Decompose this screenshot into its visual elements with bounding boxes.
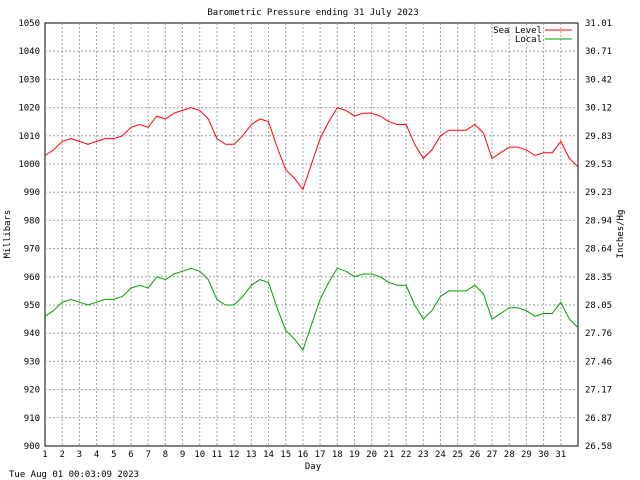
x-tick-label: 2: [59, 450, 64, 460]
x-tick-label: 16: [297, 450, 308, 460]
y2-tick-label: 26.58: [585, 442, 612, 452]
y2-tick-label: 29.83: [585, 132, 612, 142]
y-tick-label: 1040: [18, 47, 40, 57]
x-tick-label: 27: [487, 450, 498, 460]
y2-axis-label: Inches/Hg: [616, 210, 626, 259]
x-tick-label: 24: [435, 450, 446, 460]
x-tick-label: 13: [246, 450, 257, 460]
x-tick-label: 23: [418, 450, 429, 460]
x-tick-label: 30: [538, 450, 549, 460]
y-tick-label: 990: [24, 188, 40, 198]
plot-frame: [44, 22, 579, 447]
y-axis-label: Millibars: [3, 210, 13, 259]
x-tick-label: 4: [94, 450, 99, 460]
y2-tick-label: 27.46: [585, 357, 612, 367]
x-tick-label: 14: [263, 450, 274, 460]
x-tick-label: 3: [77, 450, 82, 460]
x-tick-label: 10: [194, 450, 205, 460]
y2-tick-label: 26.87: [585, 414, 612, 424]
y-tick-label: 970: [24, 245, 40, 255]
x-tick-label: 19: [349, 450, 360, 460]
y2-tick-label: 30.12: [585, 104, 612, 114]
y-tick-label: 900: [24, 442, 40, 452]
y2-tick-label: 29.53: [585, 160, 612, 170]
x-tick-label: 18: [332, 450, 343, 460]
y-tick-label: 910: [24, 414, 40, 424]
y-tick-label: 1020: [18, 104, 40, 114]
y-tick-label: 960: [24, 273, 40, 283]
x-tick-label: 6: [128, 450, 133, 460]
y2-tick-label: 27.76: [585, 329, 612, 339]
chart-title: Barometric Pressure ending 31 July 2023: [207, 8, 418, 18]
y-tick-label: 1050: [18, 19, 40, 29]
y-tick-label: 1000: [18, 160, 40, 170]
x-tick-label: 17: [315, 450, 326, 460]
y-tick-label: 930: [24, 357, 40, 367]
y-tick-labels: 1050 1040 1030 1020 1010 1000 990 980 970 960 950 9…: [18, 19, 40, 452]
x-tick-labels: 1 2 3 4 5 6 7 8 9 10 11 12 13 14 15 16 17 18 19 20 21 22 23 24 2…: [42, 450, 566, 460]
x-tick-label: 31: [555, 450, 566, 460]
legend-label: Sea Level: [493, 26, 542, 36]
grid-layer: [45, 23, 578, 446]
y2-tick-label: 28.05: [585, 301, 612, 311]
y-tick-label: 940: [24, 329, 40, 339]
x-tick-label: 22: [401, 450, 412, 460]
x-tick-label: 25: [452, 450, 463, 460]
x-tick-label: 28: [504, 450, 515, 460]
y2-tick-label: 30.42: [585, 75, 612, 85]
y-tick-label: 1030: [18, 75, 40, 85]
y2-tick-label: 29.23: [585, 188, 612, 198]
x-tick-label: 5: [111, 450, 116, 460]
y2-tick-label: 28.64: [585, 245, 612, 255]
x-tick-label: 26: [469, 450, 480, 460]
x-tick-label: 7: [145, 450, 150, 460]
x-tick-label: 15: [280, 450, 291, 460]
y-tick-label: 1010: [18, 132, 40, 142]
y2-tick-label: 28.35: [585, 273, 612, 283]
footer-timestamp: Tue Aug 01 00:03:09 2023: [9, 470, 139, 480]
x-tick-label: 8: [163, 450, 168, 460]
series-layer: [44, 107, 579, 352]
y2-tick-label: 30.71: [585, 47, 612, 57]
y-tick-label: 920: [24, 386, 40, 396]
x-tick-label: 11: [212, 450, 223, 460]
x-axis-label: Day: [305, 462, 322, 472]
x-tick-label: 21: [383, 450, 394, 460]
y2-tick-label: 31.01: [585, 19, 612, 29]
y2-tick-label: 27.17: [585, 386, 612, 396]
legend-label: Local: [515, 35, 542, 45]
y2-tick-labels: 31.01 30.71 30.42 30.12 29.83 29.53 29.23 28.94…: [585, 19, 612, 452]
y-tick-label: 950: [24, 301, 40, 311]
series-line-local: [44, 267, 579, 352]
x-tick-label: 1: [42, 450, 47, 460]
y-tick-label: 980: [24, 216, 40, 226]
series-line-sea-level: [44, 107, 579, 191]
y2-tick-label: 28.94: [585, 216, 612, 226]
x-tick-label: 20: [366, 450, 377, 460]
x-tick-label: 9: [180, 450, 185, 460]
x-tick-label: 29: [521, 450, 532, 460]
x-tick-label: 12: [229, 450, 240, 460]
